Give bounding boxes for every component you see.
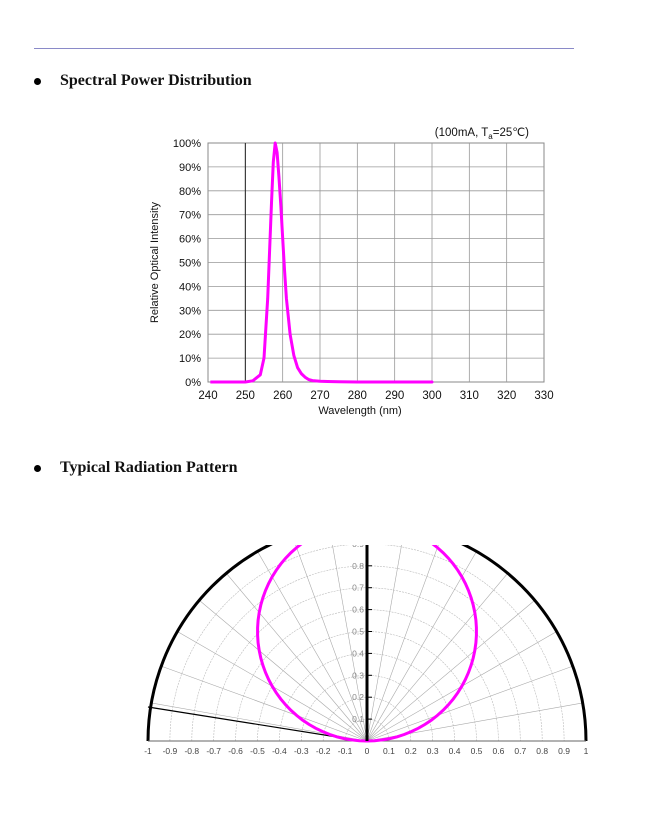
grid-radial [332,545,368,742]
x-tick-label: 0.8 [536,746,548,756]
r-tick-label: 0.5 [352,627,364,637]
grid-radial [257,551,368,742]
grid-radial [161,665,368,742]
y-tick-label: 50% [179,258,201,270]
x-tick-label: -0.9 [163,746,178,756]
spectral-power-chart: 0% 10% 20% 30% 40% 50% 60% 70% 80% 90% 100% 240 250 2… [149,127,554,417]
x-tick-label: -0.1 [338,746,353,756]
r-tick-label: 0.3 [352,670,364,680]
x-tick-label: 320 [497,390,516,402]
x-tick-label: -0.6 [228,746,243,756]
r-tick-label: 0.9 [352,545,364,549]
bullet-icon [34,78,41,85]
x-tick-label: -0.3 [294,746,309,756]
grid-radial [295,545,368,742]
section-title-spd: Spectral Power Distribution [60,72,252,89]
y-tick-label: 70% [179,210,201,222]
y-tick-label: 60% [179,234,201,246]
x-tick-label: 260 [273,390,292,402]
x-tick-label: 0 [365,746,370,756]
grid-radial [199,599,368,742]
x-tick-label: 0.2 [405,746,417,756]
section-title-radiation: Typical Radiation Pattern [60,459,238,476]
radiation-curve [256,545,478,743]
y-tick-label: 0% [185,377,201,389]
grid-ring [279,653,455,742]
x-tick-label: 250 [236,390,255,402]
x-tick-label: 310 [460,390,479,402]
series-line [243,141,434,384]
x-tick-label: -0.5 [250,746,265,756]
reference-line [147,706,338,738]
x-tick-label: 0.6 [492,746,504,756]
x-tick-label: 0.9 [558,746,570,756]
y-tick-label: 10% [179,353,201,365]
grid-ring [169,545,565,742]
y-tick-label: 40% [179,281,201,293]
r-tick-label: 0.1 [352,714,364,724]
radiation-pattern-chart: 0.1 0.2 0.3 0.4 0.5 0.6 0.7 0.8 0.9 -1 -0.9 -0.8 -0.… [144,545,589,756]
grid-radial [366,599,535,742]
r-tick-label: 0.8 [352,561,364,571]
x-tick-label: 1 [584,746,589,756]
r-tick-label: 0.4 [352,648,364,658]
y-axis-label: Relative Optical Intensity [149,201,161,323]
x-tick-label: -0.8 [184,746,199,756]
condition-label: (100mA, Ta=25℃) [435,127,529,141]
r-tick-label: 0.7 [352,583,364,593]
y-tick-label: 80% [179,186,201,198]
header-divider [34,48,574,49]
grid-radial [366,545,439,742]
grid-ring [322,696,412,742]
x-tick-label: 0.5 [471,746,483,756]
x-tick-label: -0.7 [206,746,221,756]
bullet-icon [34,465,41,472]
r-tick-label: 0.2 [352,692,364,702]
x-tick-label: 280 [348,390,367,402]
x-tick-label: 0.4 [449,746,461,756]
grid-radial [366,573,509,742]
grid-ring [191,565,543,742]
x-tick-label: -0.2 [316,746,331,756]
x-tick-label: 240 [198,390,217,402]
x-tick-label: 300 [422,390,441,402]
x-tick-label: -1 [144,746,152,756]
grid-radial [366,545,402,742]
outer-arc [146,545,588,742]
y-tick-label: 20% [179,329,201,341]
x-tick-label: -0.4 [272,746,287,756]
x-axis-label: Wavelength (nm) [318,405,401,417]
x-tick-label: 330 [534,390,553,402]
y-tick-label: 30% [179,305,201,317]
grid-radial [225,573,368,742]
grid-radial [366,665,573,742]
x-tick-label: 270 [310,390,329,402]
y-tick-label: 90% [179,162,201,174]
x-tick-label: 290 [385,390,404,402]
grid-radial [366,551,477,742]
r-tick-label: 0.6 [352,605,364,615]
y-tick-label: 100% [173,138,201,150]
x-tick-label: 0.1 [383,746,395,756]
x-tick-label: 0.3 [427,746,439,756]
x-tick-label: 0.7 [514,746,526,756]
